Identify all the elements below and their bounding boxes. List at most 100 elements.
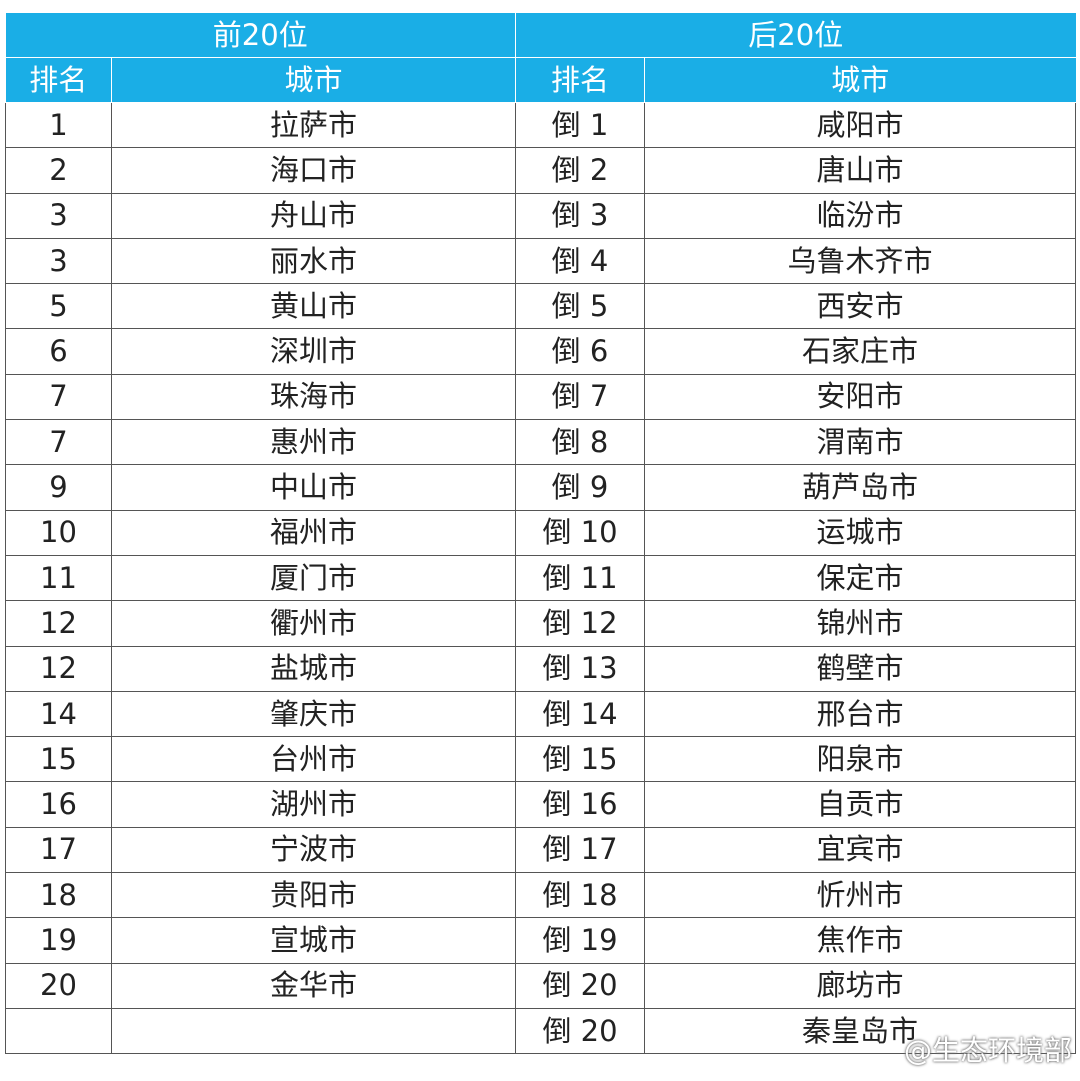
city-cell: 锦州市: [644, 600, 1076, 647]
city-cell: 宜宾市: [644, 826, 1076, 874]
rank-cell: 1: [5, 101, 112, 149]
column-header: 排名: [515, 57, 645, 103]
city-cell: 拉萨市: [111, 101, 516, 149]
city-cell: 廊坊市: [644, 962, 1076, 1009]
city-cell: 唐山市: [644, 147, 1076, 194]
rank-cell: 倒 19: [515, 917, 645, 964]
table-row: 7 珠海市倒 7 安阳市: [5, 373, 1076, 421]
city-cell: 肇庆市: [111, 690, 516, 738]
city-cell: 运城市: [644, 509, 1076, 556]
rank-cell: 17: [5, 826, 112, 874]
table-row: 11 厦门市倒 11 保定市: [5, 554, 1076, 602]
rank-cell: 倒 10: [515, 509, 645, 556]
city-cell: 临汾市: [644, 192, 1076, 239]
table-row: 2 海口市倒 2 唐山市: [5, 147, 1076, 194]
table-row: 9 中山市倒 9 葫芦岛市: [5, 464, 1076, 511]
city-cell: 湖州市: [111, 781, 516, 828]
city-cell: 福州市: [111, 509, 516, 556]
table-row: 18 贵阳市倒 18 忻州市: [5, 872, 1076, 919]
rank-cell: 倒 11: [515, 554, 645, 602]
city-cell: 葫芦岛市: [644, 464, 1076, 511]
table-row: 倒 20 秦皇岛市: [5, 1007, 1076, 1055]
rank-cell: 倒 15: [515, 736, 645, 783]
city-cell: 贵阳市: [111, 872, 516, 919]
rank-cell: 倒 20: [515, 962, 645, 1009]
city-cell: 海口市: [111, 147, 516, 194]
city-cell: 珠海市: [111, 373, 516, 421]
table-row: 7 惠州市倒 8 渭南市: [5, 419, 1076, 466]
rank-cell: 倒 2: [515, 147, 645, 194]
city-cell: 宁波市: [111, 826, 516, 874]
table-row: 19 宣城市倒 19 焦作市: [5, 917, 1076, 964]
rank-cell: 倒 16: [515, 781, 645, 828]
rank-cell: 倒 13: [515, 645, 645, 692]
rank-cell: 倒 6: [515, 328, 645, 375]
city-cell: 焦作市: [644, 917, 1076, 964]
rank-cell: 15: [5, 736, 112, 783]
city-cell: 忻州市: [644, 872, 1076, 919]
column-header: 排名: [5, 57, 112, 103]
city-cell: 安阳市: [644, 373, 1076, 421]
rank-cell: 倒 9: [515, 464, 645, 511]
table-row: 15 台州市倒 15 阳泉市: [5, 736, 1076, 783]
city-cell: 石家庄市: [644, 328, 1076, 375]
rank-cell: 7: [5, 373, 112, 421]
rank-cell: 7: [5, 419, 112, 466]
rank-cell: 10: [5, 509, 112, 556]
rank-cell: 倒 12: [515, 600, 645, 647]
table-row: 17 宁波市倒 17 宜宾市: [5, 826, 1076, 874]
city-cell: 台州市: [111, 736, 516, 783]
table-row: 12 衢州市倒 12 锦州市: [5, 600, 1076, 647]
city-cell: 深圳市: [111, 328, 516, 375]
rank-cell: 倒 5: [515, 283, 645, 330]
rank-cell: 6: [5, 328, 112, 375]
group-header: 前20位: [5, 13, 516, 58]
table-row: 10 福州市倒 10 运城市: [5, 509, 1076, 556]
column-header: 城市: [111, 57, 516, 103]
city-cell: 盐城市: [111, 645, 516, 692]
rank-cell: 倒 3: [515, 192, 645, 239]
rank-cell: 倒 1: [515, 101, 645, 149]
rank-cell: 14: [5, 690, 112, 738]
rank-cell: 倒 4: [515, 237, 645, 285]
rank-cell: 19: [5, 917, 112, 964]
column-header: 城市: [644, 57, 1076, 103]
city-cell: 舟山市: [111, 192, 516, 239]
city-cell: 保定市: [644, 554, 1076, 602]
city-cell: [111, 1007, 516, 1055]
rank-cell: 倒 17: [515, 826, 645, 874]
table-row: 16 湖州市倒 16 自贡市: [5, 781, 1076, 828]
table-row: 3 舟山市倒 3 临汾市: [5, 192, 1076, 239]
rank-cell: 3: [5, 192, 112, 239]
rank-cell: 倒 7: [515, 373, 645, 421]
watermark: @生态环境部: [903, 1034, 1072, 1067]
city-cell: 渭南市: [644, 419, 1076, 466]
city-cell: 咸阳市: [644, 101, 1076, 149]
table-row: 12 盐城市倒 13 鹤壁市: [5, 645, 1076, 692]
rank-cell: 3: [5, 237, 112, 285]
table-row: 5 黄山市倒 5 西安市: [5, 283, 1076, 330]
rank-cell: 倒 14: [515, 690, 645, 738]
rank-cell: 倒 18: [515, 872, 645, 919]
rank-cell: 倒 20: [515, 1007, 645, 1055]
rank-cell: 12: [5, 645, 112, 692]
city-cell: 丽水市: [111, 237, 516, 285]
rank-cell: 12: [5, 600, 112, 647]
rank-cell: 倒 8: [515, 419, 645, 466]
city-cell: 自贡市: [644, 781, 1076, 828]
city-cell: 宣城市: [111, 917, 516, 964]
city-cell: 鹤壁市: [644, 645, 1076, 692]
header-row: 排名 城市 排名 城市: [5, 57, 1076, 103]
city-cell: 中山市: [111, 464, 516, 511]
city-cell: 西安市: [644, 283, 1076, 330]
city-cell: 衢州市: [111, 600, 516, 647]
table-row: 20 金华市倒 20 廊坊市: [5, 962, 1076, 1009]
table-row: 14 肇庆市倒 14 邢台市: [5, 690, 1076, 738]
rank-cell: 16: [5, 781, 112, 828]
rank-cell: 11: [5, 554, 112, 602]
table-row: 3 丽水市倒 4 乌鲁木齐市: [5, 237, 1076, 285]
city-cell: 阳泉市: [644, 736, 1076, 783]
